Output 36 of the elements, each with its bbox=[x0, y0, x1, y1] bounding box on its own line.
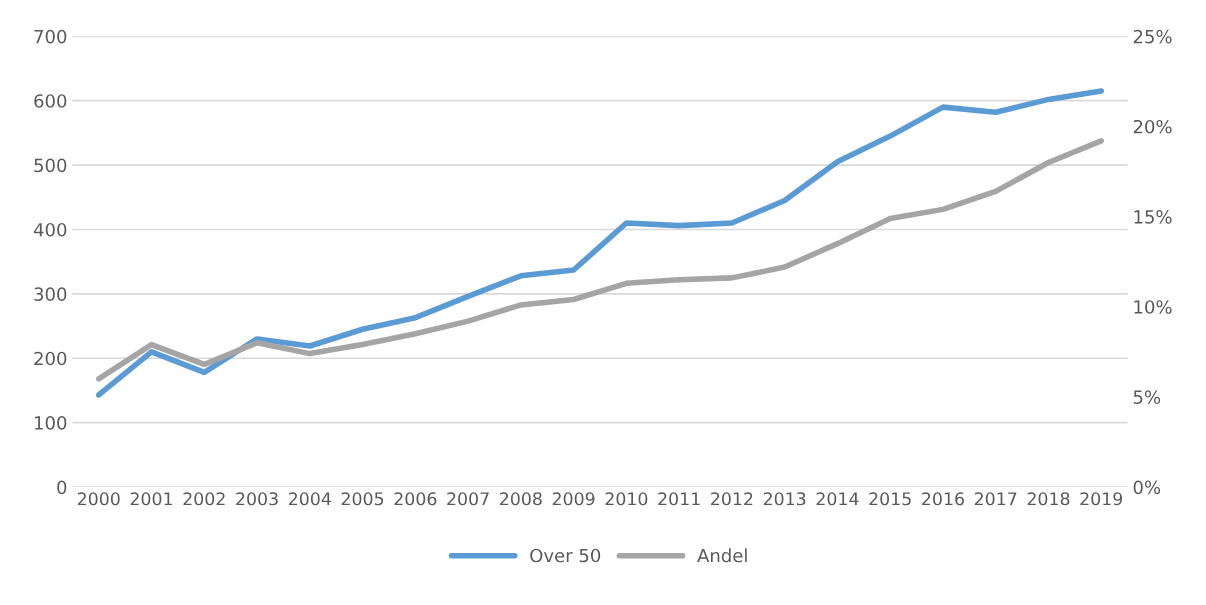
x-tick-label: 2014 bbox=[816, 492, 859, 506]
x-tick-label: 2015 bbox=[869, 492, 911, 506]
y2-tick-label: 10% bbox=[1134, 300, 1172, 314]
y2-tick-label: 15% bbox=[1134, 210, 1172, 224]
y-tick-label: 200 bbox=[34, 351, 67, 366]
x-tick-label: 2006 bbox=[394, 492, 437, 506]
y2-tick-label: 0% bbox=[1133, 480, 1161, 495]
x-tick-label: 2009 bbox=[552, 492, 595, 506]
x-tick-label: 2003 bbox=[236, 492, 278, 506]
y-tick-label: 300 bbox=[34, 287, 67, 301]
y-tick-label: 400 bbox=[33, 222, 67, 237]
y2-tick-label: 20% bbox=[1133, 119, 1172, 134]
x-tick-label: 2004 bbox=[288, 492, 331, 506]
legend-label: Over 50 bbox=[530, 548, 601, 563]
x-tick-label: 2018 bbox=[1027, 492, 1070, 506]
x-tick-label: 2016 bbox=[922, 492, 964, 506]
x-tick-label: 2019 bbox=[1080, 492, 1123, 506]
y-tick-label: 100 bbox=[35, 416, 67, 430]
x-tick-label: 2013 bbox=[763, 492, 806, 506]
y-tick-label: 600 bbox=[34, 94, 67, 108]
y-tick-label: 0 bbox=[57, 480, 67, 495]
x-tick-label: 2012 bbox=[711, 492, 753, 506]
x-tick-label: 2017 bbox=[974, 492, 1017, 506]
legend-label: Andel bbox=[697, 548, 747, 563]
x-tick-label: 2011 bbox=[658, 492, 700, 506]
x-tick-label: 2008 bbox=[500, 492, 542, 506]
x-tick-label: 2007 bbox=[447, 492, 489, 506]
y2-tick-label: 5% bbox=[1133, 390, 1161, 404]
y-tick-label: 500 bbox=[34, 158, 67, 173]
x-tick-label: 2005 bbox=[341, 492, 384, 506]
x-tick-label: 2002 bbox=[183, 492, 225, 506]
y2-tick-label: 25% bbox=[1133, 29, 1172, 44]
x-tick-label: 2000 bbox=[77, 492, 120, 506]
y-tick-label: 700 bbox=[34, 29, 67, 44]
x-tick-label: 2010 bbox=[605, 492, 648, 506]
x-tick-label: 2001 bbox=[130, 492, 172, 506]
